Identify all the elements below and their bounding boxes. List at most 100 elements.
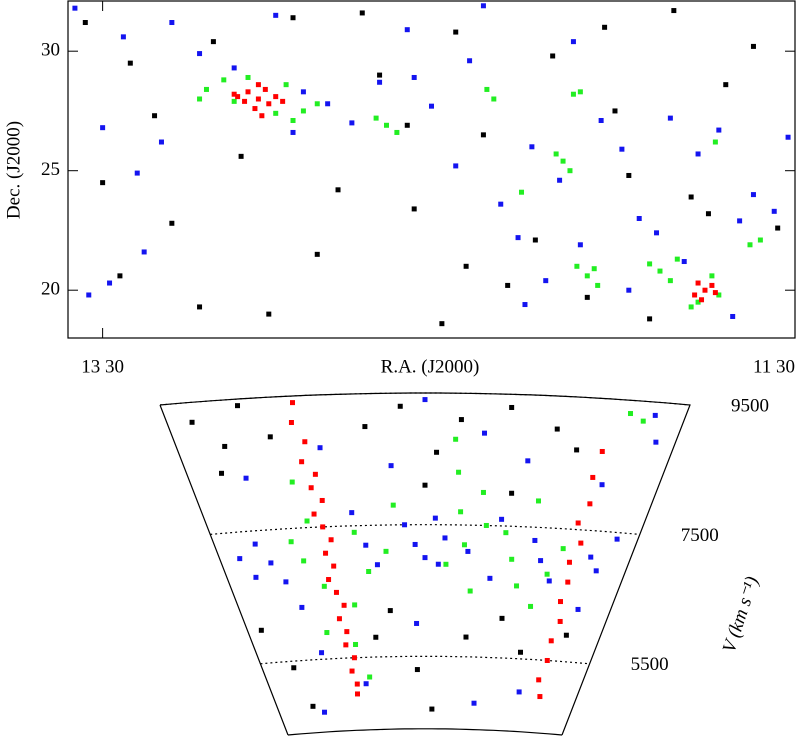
point <box>695 299 701 305</box>
cone-frame <box>159 392 691 736</box>
point <box>354 681 360 687</box>
point <box>411 74 417 80</box>
point <box>654 230 660 236</box>
point <box>189 419 195 425</box>
point <box>289 479 295 485</box>
y-tick-label: 25 <box>41 159 60 180</box>
point <box>554 426 560 432</box>
point <box>538 558 544 564</box>
point <box>352 602 358 608</box>
point <box>373 634 379 640</box>
point <box>314 101 320 107</box>
point <box>100 125 106 131</box>
point <box>231 91 237 97</box>
point <box>290 400 296 406</box>
point <box>557 177 563 183</box>
point <box>273 110 279 116</box>
point <box>377 79 383 85</box>
point <box>750 43 756 49</box>
point <box>570 91 576 97</box>
point <box>273 12 279 18</box>
point <box>514 583 520 589</box>
point <box>565 579 571 585</box>
point <box>238 153 244 159</box>
point <box>320 524 326 530</box>
point <box>515 235 521 241</box>
point <box>626 172 632 178</box>
point <box>231 98 237 104</box>
point <box>262 86 268 92</box>
point <box>300 89 306 95</box>
point <box>197 304 203 310</box>
point <box>252 541 258 547</box>
point <box>517 649 523 655</box>
point <box>134 170 140 176</box>
point <box>560 158 566 164</box>
point <box>422 397 428 403</box>
point <box>716 127 722 133</box>
y-tick-label: 30 <box>41 40 60 61</box>
point <box>667 115 673 121</box>
point <box>525 458 531 464</box>
point <box>341 602 347 608</box>
point <box>482 430 488 436</box>
point <box>681 259 687 265</box>
point <box>499 615 505 621</box>
point <box>308 485 314 491</box>
point <box>458 417 464 423</box>
point <box>242 98 248 104</box>
point <box>127 60 133 66</box>
point <box>344 629 350 635</box>
point <box>319 650 325 656</box>
point <box>458 509 464 515</box>
point <box>595 282 601 288</box>
top-frame <box>67 0 796 339</box>
point <box>388 463 394 469</box>
point <box>491 96 497 102</box>
point <box>688 304 694 310</box>
point <box>222 443 228 449</box>
point <box>657 268 663 274</box>
point <box>86 292 92 298</box>
point <box>480 489 486 495</box>
point <box>353 641 359 647</box>
point <box>158 139 164 145</box>
point <box>259 113 265 119</box>
point <box>563 632 569 638</box>
point <box>322 709 328 715</box>
point <box>528 603 534 609</box>
point <box>550 53 556 59</box>
point <box>266 101 272 107</box>
point <box>255 82 261 88</box>
point <box>730 313 736 319</box>
point <box>716 292 722 298</box>
point <box>574 263 580 269</box>
point <box>453 29 459 35</box>
point <box>599 448 605 454</box>
point <box>336 616 342 622</box>
point <box>599 482 605 488</box>
point <box>439 321 445 327</box>
point <box>82 20 88 26</box>
point <box>299 604 305 610</box>
point <box>614 536 620 542</box>
point <box>304 518 310 524</box>
point <box>587 501 593 507</box>
point <box>237 556 243 562</box>
point <box>537 694 543 700</box>
point <box>498 201 504 207</box>
point <box>429 706 435 712</box>
point <box>414 667 420 673</box>
point <box>467 588 473 594</box>
point <box>374 562 380 568</box>
point <box>505 282 511 288</box>
point <box>267 434 273 440</box>
point <box>442 535 448 541</box>
point <box>301 558 307 564</box>
point <box>590 474 596 480</box>
point <box>235 94 241 100</box>
point <box>299 459 305 465</box>
point <box>574 447 580 453</box>
point <box>283 579 289 585</box>
